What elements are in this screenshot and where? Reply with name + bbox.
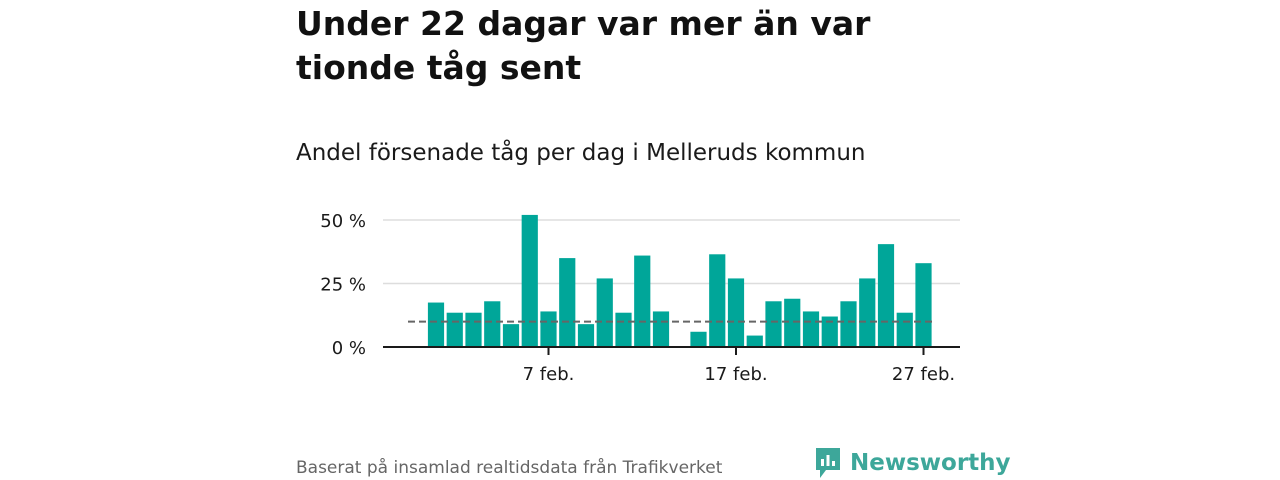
bar <box>521 214 538 347</box>
newsworthy-logo-icon <box>816 448 840 478</box>
x-tick-label: 27 feb. <box>892 364 955 385</box>
bar-chart: 0 % 25 % 50 % 7 feb. 17 feb. 27 feb. <box>320 211 960 385</box>
brand-name: Newsworthy <box>850 450 1011 476</box>
bar <box>690 331 707 347</box>
bar <box>915 263 932 347</box>
bar <box>502 324 520 347</box>
bar <box>427 302 445 347</box>
x-tick-label: 17 feb. <box>704 364 767 385</box>
source-note: Baserat på insamlad realtidsdata från Tr… <box>296 458 723 478</box>
bar <box>540 311 557 347</box>
x-tick-label: 7 feb. <box>523 364 575 385</box>
y-tick-labels: 0 % 25 % 50 % <box>320 211 366 359</box>
bar <box>709 254 726 347</box>
bar <box>746 335 763 347</box>
bar <box>859 278 876 347</box>
bar <box>877 244 895 347</box>
bar <box>896 312 913 347</box>
bar <box>634 255 651 347</box>
bar <box>652 311 670 347</box>
bars <box>427 214 932 347</box>
brand-logo: Newsworthy <box>814 446 1011 480</box>
bar <box>596 278 613 347</box>
bar <box>446 312 463 347</box>
y-tick-label: 50 % <box>320 211 366 232</box>
bar <box>802 311 820 347</box>
bar <box>559 258 576 347</box>
grid-lines <box>383 219 960 285</box>
bar <box>484 301 501 347</box>
y-tick-label: 25 % <box>320 275 366 296</box>
y-tick-label: 0 % <box>332 338 366 359</box>
bar <box>784 298 801 347</box>
chart-subtitle: Andel försenade tåg per dag i Melleruds … <box>296 140 866 166</box>
bar <box>727 278 745 347</box>
chart-title: Under 22 dagar var mer än var tionde tåg… <box>296 4 871 87</box>
bar <box>840 301 857 347</box>
bar <box>577 324 595 347</box>
x-ticks: 7 feb. 17 feb. 27 feb. <box>523 347 955 385</box>
bar <box>821 316 838 347</box>
bar <box>615 312 632 347</box>
bar <box>465 312 482 347</box>
bar <box>765 301 782 347</box>
